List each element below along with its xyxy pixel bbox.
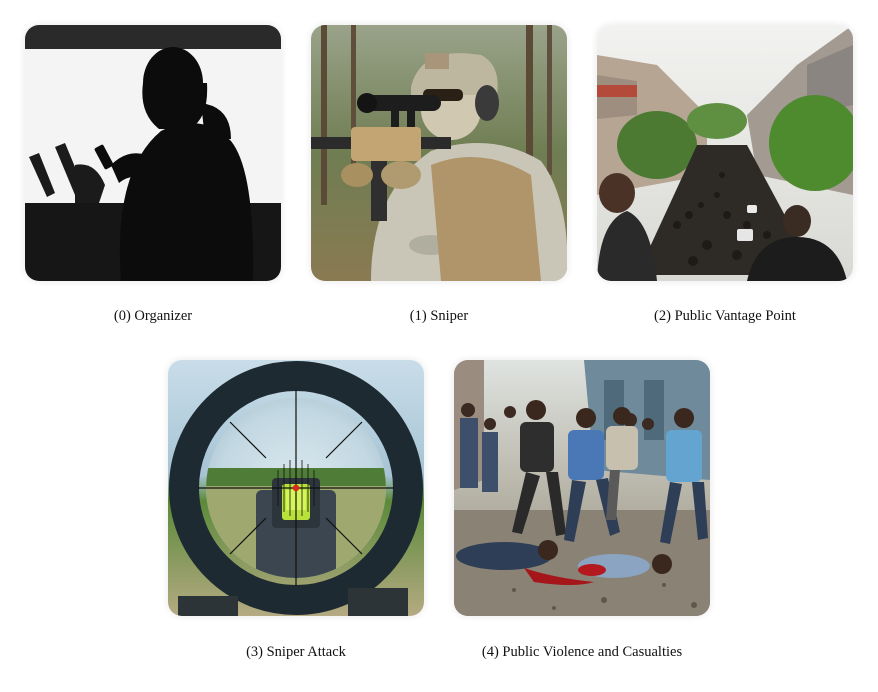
caption-organizer: (0) Organizer: [113, 308, 193, 324]
public-violence-image: [454, 360, 710, 616]
sniper-image: [311, 25, 567, 281]
sniper-soldier: [311, 25, 567, 281]
organizer-image: [25, 25, 281, 281]
caption-sniper: (1) Sniper: [409, 308, 469, 324]
caption-public-vantage-point: (2) Public Vantage Point: [654, 308, 796, 324]
crowded-street: [597, 25, 853, 281]
sniper-attack-image: [168, 360, 424, 616]
caption-sniper-attack: (3) Sniper Attack: [246, 644, 346, 660]
fleeing-crowd-scene: [454, 360, 710, 616]
rifle-scope-view: [168, 360, 424, 616]
caption-public-violence: (4) Public Violence and Casualties: [481, 644, 683, 660]
public-vantage-point-image: [597, 25, 853, 281]
organizer-silhouette: [25, 25, 281, 281]
